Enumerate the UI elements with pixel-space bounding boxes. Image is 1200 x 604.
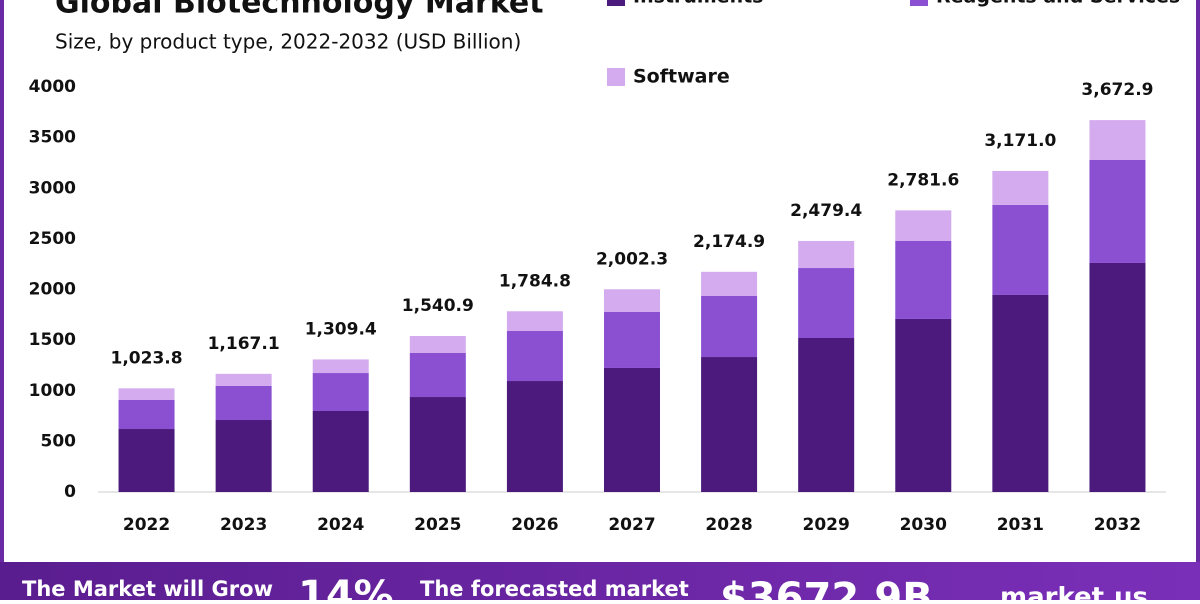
total-label: 1,309.4 bbox=[305, 319, 377, 339]
footer-forecast: The forecasted market bbox=[420, 577, 689, 600]
bar-segment bbox=[409, 397, 466, 492]
bar-segment bbox=[1089, 120, 1146, 161]
legend-swatch bbox=[910, 0, 928, 6]
x-tick-label: 2025 bbox=[414, 515, 461, 535]
bar-segment bbox=[992, 170, 1049, 205]
bar-segment bbox=[312, 373, 369, 411]
y-tick-label: 1500 bbox=[29, 330, 76, 350]
bar-segment bbox=[312, 359, 369, 374]
bar-segment bbox=[506, 311, 563, 332]
legend-label: Software bbox=[633, 66, 730, 88]
total-label: 1,540.9 bbox=[402, 296, 474, 316]
legend-swatch bbox=[607, 0, 625, 6]
bar-segment bbox=[1089, 262, 1146, 492]
total-label: 3,171.0 bbox=[984, 131, 1056, 151]
footer-cagr: 14% bbox=[298, 573, 394, 600]
total-label: 1,784.8 bbox=[499, 271, 571, 291]
chart-subtitle: Size, by product type, 2022-2032 (USD Bi… bbox=[55, 30, 521, 54]
y-tick-label: 0 bbox=[64, 482, 76, 502]
legend-swatch bbox=[607, 68, 625, 86]
left-border bbox=[0, 0, 4, 565]
bar-segment bbox=[215, 420, 272, 492]
x-tick-label: 2027 bbox=[608, 515, 655, 535]
bar-segment bbox=[701, 357, 758, 492]
bar-segment bbox=[895, 241, 952, 319]
bar-segment bbox=[604, 311, 660, 368]
y-tick-label: 3000 bbox=[29, 178, 76, 198]
x-tick-label: 2022 bbox=[123, 515, 170, 535]
bar-segment bbox=[992, 294, 1049, 492]
total-label: 2,002.3 bbox=[596, 249, 668, 269]
bar-segment bbox=[118, 399, 175, 430]
x-tick-label: 2029 bbox=[803, 515, 850, 535]
x-tick-label: 2032 bbox=[1094, 515, 1141, 535]
bar-segment bbox=[506, 381, 563, 492]
footer-brand: market.us bbox=[1000, 583, 1148, 601]
x-tick-label: 2023 bbox=[220, 515, 267, 535]
bar-segment bbox=[895, 318, 952, 492]
footer-band bbox=[0, 562, 1200, 600]
total-label: 2,174.9 bbox=[693, 232, 765, 252]
total-label: 2,479.4 bbox=[790, 201, 862, 221]
y-tick-label: 4000 bbox=[29, 77, 76, 97]
bar-segment bbox=[701, 271, 758, 296]
total-label: 3,672.9 bbox=[1081, 80, 1153, 100]
legend-label: Instruments bbox=[633, 0, 764, 8]
bar-segment bbox=[118, 388, 175, 400]
footer-value: $3672.9B bbox=[720, 575, 933, 600]
x-tick-label: 2026 bbox=[511, 515, 558, 535]
y-tick-label: 3500 bbox=[29, 128, 76, 148]
bar-segment bbox=[604, 367, 660, 492]
bar-segment bbox=[312, 411, 369, 492]
x-tick-label: 2028 bbox=[705, 515, 752, 535]
y-tick-label: 500 bbox=[41, 431, 77, 451]
footer-grow: The Market will Grow bbox=[22, 577, 273, 600]
bar-segment bbox=[118, 429, 175, 492]
total-label: 1,023.8 bbox=[111, 348, 183, 368]
x-tick-label: 2024 bbox=[317, 515, 364, 535]
bar-segment bbox=[895, 210, 952, 242]
x-tick-label: 2031 bbox=[997, 515, 1044, 535]
y-tick-label: 2500 bbox=[29, 229, 76, 249]
bar-segment bbox=[215, 385, 272, 421]
total-label: 1,167.1 bbox=[208, 334, 280, 354]
bar-segment bbox=[798, 337, 855, 492]
bar-segment bbox=[798, 268, 855, 338]
bar-segment bbox=[409, 335, 466, 353]
total-label: 2,781.6 bbox=[887, 170, 959, 190]
bar-segment bbox=[798, 240, 855, 269]
chart-title: Global Biotechnology Market bbox=[55, 0, 544, 21]
bar-segment bbox=[604, 289, 660, 312]
bar-segment bbox=[409, 352, 466, 398]
bar-segment bbox=[215, 373, 272, 386]
bar-segment bbox=[1089, 160, 1146, 263]
bar-segment bbox=[992, 204, 1049, 295]
right-border bbox=[1196, 0, 1200, 565]
y-tick-label: 1000 bbox=[29, 381, 76, 401]
legend-label: Reagents and Services bbox=[936, 0, 1180, 8]
x-tick-label: 2030 bbox=[900, 515, 947, 535]
bar-segment bbox=[506, 331, 563, 382]
y-tick-label: 2000 bbox=[29, 280, 76, 300]
bar-segment bbox=[701, 295, 758, 358]
